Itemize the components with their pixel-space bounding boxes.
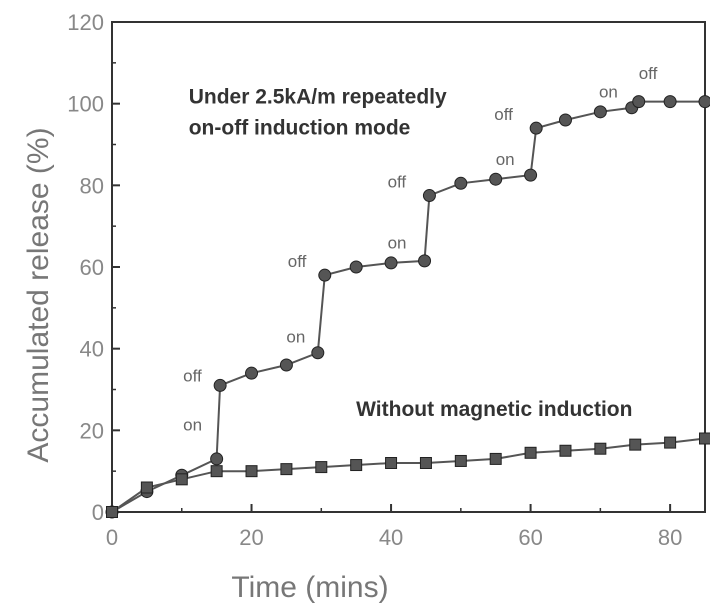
data-point-circle [454, 176, 468, 190]
series-on-off-induction [105, 95, 710, 519]
data-point-square [629, 438, 642, 451]
data-point-circle [593, 105, 607, 119]
x-tick-label: 40 [379, 525, 403, 550]
data-point-circle [663, 95, 677, 109]
annotation-label: Under 2.5kA/m repeatedly [189, 86, 447, 109]
series-layer [105, 95, 710, 519]
y-tick-label: 120 [67, 10, 104, 35]
x-axis-title: Time (mins) [231, 571, 388, 604]
data-point-circle [418, 254, 432, 268]
y-axis-ticks: 0 20 40 60 80 100 120 [67, 10, 120, 525]
y-tick-label: 0 [92, 500, 104, 525]
data-point-square [210, 465, 223, 478]
data-point-square [245, 465, 258, 478]
data-point-circle [422, 189, 436, 203]
annotation-on: on [496, 150, 515, 169]
x-tick-label: 0 [106, 525, 118, 550]
data-point-circle [489, 172, 503, 186]
data-point-square [315, 461, 328, 474]
data-point-square [664, 436, 677, 449]
annotation-off: off [388, 172, 407, 191]
data-point-square [140, 481, 153, 494]
data-point-square [699, 432, 710, 445]
x-tick-label: 20 [239, 525, 263, 550]
data-point-circle [698, 95, 710, 109]
annotation-off: off [494, 105, 513, 124]
annotation-on: on [388, 234, 407, 253]
y-tick-label: 60 [80, 255, 104, 280]
annotation-off: off [288, 252, 307, 271]
annotation-label: Without magnetic induction [356, 398, 632, 421]
data-point-circle [632, 95, 646, 109]
annotation-on: on [599, 83, 618, 102]
data-point-square [524, 446, 537, 459]
y-tick-label: 80 [80, 173, 104, 198]
annotation-label: on-off induction mode [189, 116, 411, 139]
data-point-square [280, 463, 293, 476]
series-line [111, 437, 706, 513]
data-point-square [454, 454, 467, 467]
data-point-square [559, 444, 572, 457]
data-point-circle [558, 113, 572, 127]
y-tick-label: 100 [67, 92, 104, 117]
data-point-circle [213, 378, 227, 392]
data-point-circle [279, 358, 293, 372]
data-point-circle [210, 452, 224, 466]
y-tick-label: 40 [80, 337, 104, 362]
annotation-on: on [183, 415, 202, 434]
data-point-circle [318, 268, 332, 282]
x-axis-ticks: 0 20 40 60 80 [106, 504, 682, 550]
data-point-circle [384, 256, 398, 270]
series-line [111, 100, 705, 513]
series-no-induction [106, 432, 710, 518]
data-point-circle [349, 260, 363, 274]
annotation-on: on [286, 328, 305, 347]
data-point-square [385, 457, 398, 469]
annotation-layer: Under 2.5kA/m repeatedly on-off induction… [183, 64, 657, 434]
data-point-square [419, 457, 432, 469]
data-point-circle [245, 366, 259, 380]
data-point-square [594, 442, 607, 455]
data-point-square [489, 452, 502, 465]
data-point-square [175, 473, 188, 486]
annotation-off: off [639, 64, 658, 83]
data-point-circle [311, 346, 325, 360]
data-point-circle [529, 121, 543, 135]
annotation-off: off [183, 366, 202, 385]
y-axis-title: Accumulated release (%) [22, 127, 55, 462]
data-point-square [350, 459, 363, 472]
x-tick-label: 80 [658, 525, 682, 550]
data-point-square [106, 506, 118, 518]
data-point-circle [524, 168, 538, 182]
y-tick-label: 20 [80, 418, 104, 443]
x-tick-label: 60 [518, 525, 542, 550]
